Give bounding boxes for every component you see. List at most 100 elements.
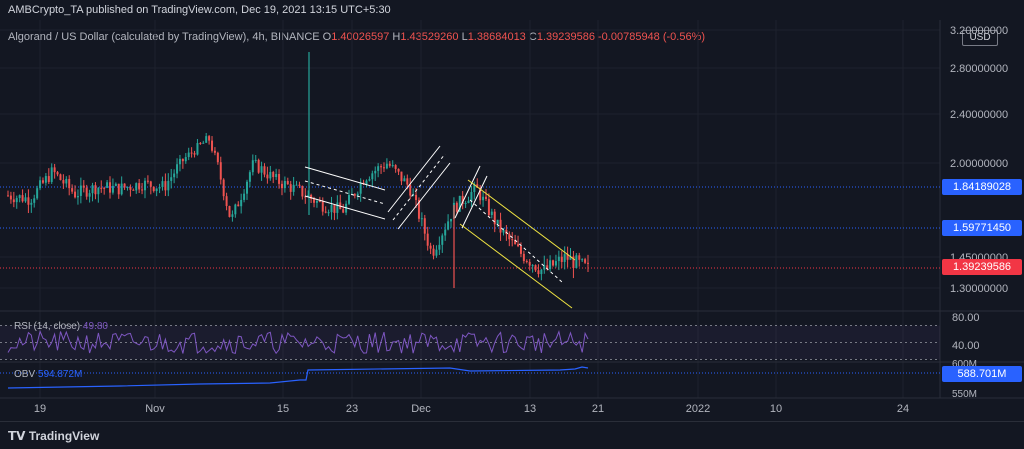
- candle-body: [82, 185, 85, 188]
- candle-body: [336, 202, 339, 213]
- candle-body: [24, 197, 27, 202]
- candle-body: [53, 167, 56, 173]
- publisher-header: AMBCrypto_TA published on TradingView.co…: [0, 0, 1024, 20]
- price-tick-label: 2.00000000: [950, 158, 1008, 170]
- candle-body: [275, 173, 278, 178]
- candle-body: [313, 198, 316, 203]
- candle-body: [301, 185, 304, 197]
- candle-body: [74, 191, 77, 198]
- close-value: 1.39239586: [536, 31, 595, 43]
- candle-body: [190, 152, 193, 154]
- footer-brand: TradingView: [28, 429, 100, 443]
- candle-body: [193, 153, 196, 155]
- tradingview-logo[interactable]: 𝗧𝗩 TradingView: [8, 429, 99, 443]
- obv-label: OBV: [14, 369, 36, 380]
- candle-body: [365, 180, 368, 185]
- time-tick-label: 2022: [686, 403, 710, 415]
- candle-body: [435, 249, 438, 256]
- candle-body: [490, 211, 493, 216]
- candle-body: [458, 195, 461, 212]
- tradingview-logo-icon: 𝗧𝗩: [8, 429, 29, 443]
- candle-body: [39, 180, 42, 189]
- candle-body: [79, 185, 82, 196]
- candle-body: [557, 256, 560, 262]
- candle-body: [505, 229, 508, 234]
- obv-value: 594.872M: [37, 369, 83, 380]
- candle-body: [269, 172, 272, 179]
- rising-channel-line: [387, 145, 441, 213]
- candle-body: [385, 163, 388, 169]
- candle-body: [403, 178, 406, 182]
- candle-body: [117, 183, 120, 195]
- candle-body: [324, 211, 327, 213]
- candle-body: [315, 201, 318, 203]
- candle-body: [441, 235, 444, 245]
- candle-body: [330, 205, 333, 213]
- candle-body: [260, 166, 263, 173]
- candle-body: [353, 194, 356, 196]
- price-tick-label: 1.30000000: [950, 283, 1008, 295]
- candle-body: [482, 196, 485, 201]
- candle-body: [412, 194, 415, 196]
- candle-body: [484, 196, 487, 200]
- candle-body: [155, 188, 158, 192]
- candle-body: [243, 193, 246, 200]
- candle-body: [540, 269, 543, 275]
- obv-line: [7, 366, 589, 389]
- candle-body: [254, 159, 257, 161]
- candle-body: [528, 261, 531, 266]
- candle-body: [444, 229, 447, 236]
- candle-body: [517, 244, 520, 247]
- candle-body: [531, 265, 534, 267]
- candle-body: [100, 187, 103, 189]
- candle-body: [143, 180, 146, 191]
- candle-body: [222, 179, 225, 197]
- candle-body: [176, 164, 179, 174]
- candle-body: [173, 173, 176, 178]
- price-tick-label: 2.80000000: [950, 63, 1008, 75]
- candle-body: [36, 188, 39, 199]
- candle-body: [30, 202, 33, 205]
- high-label: H: [392, 31, 401, 43]
- candle-body: [237, 204, 240, 207]
- candle-body: [56, 172, 59, 175]
- candle-body: [415, 194, 418, 200]
- candle-body: [487, 199, 490, 216]
- candle-body: [587, 262, 589, 264]
- candle-body: [202, 142, 205, 144]
- candle-body: [219, 162, 222, 180]
- candle-body: [563, 254, 566, 262]
- candle-body: [94, 185, 97, 195]
- candle-body: [213, 150, 216, 153]
- time-tick-label: Nov: [145, 403, 165, 415]
- currency-selector[interactable]: USD: [962, 30, 998, 46]
- candle-body: [362, 182, 365, 185]
- candle-body: [508, 233, 511, 240]
- candle-body: [27, 197, 30, 205]
- candle-body: [283, 180, 286, 189]
- candle-body: [289, 184, 292, 192]
- rsi-label: RSI (14, close): [14, 321, 81, 332]
- candle-body: [50, 167, 53, 182]
- time-tick-label: Dec: [411, 403, 431, 415]
- time-tick-label: 13: [524, 403, 536, 415]
- candle-body: [447, 221, 450, 230]
- candle-body: [522, 253, 525, 262]
- candle-body: [304, 196, 307, 198]
- candle-body: [225, 196, 228, 206]
- candle-body: [464, 203, 467, 205]
- low-label: L: [461, 31, 468, 43]
- candle-body: [126, 186, 129, 188]
- candle-body: [476, 184, 479, 188]
- candle-body: [473, 184, 476, 193]
- candle-body: [65, 178, 68, 184]
- candle-body: [382, 167, 385, 169]
- rising-channel-line: [461, 175, 488, 229]
- candle-body: [71, 188, 74, 192]
- rsi-tick-label: 40.00: [952, 340, 980, 352]
- candle-body: [196, 143, 199, 155]
- candle-body: [245, 181, 248, 194]
- candle-body: [339, 202, 342, 210]
- candle-body: [519, 246, 522, 254]
